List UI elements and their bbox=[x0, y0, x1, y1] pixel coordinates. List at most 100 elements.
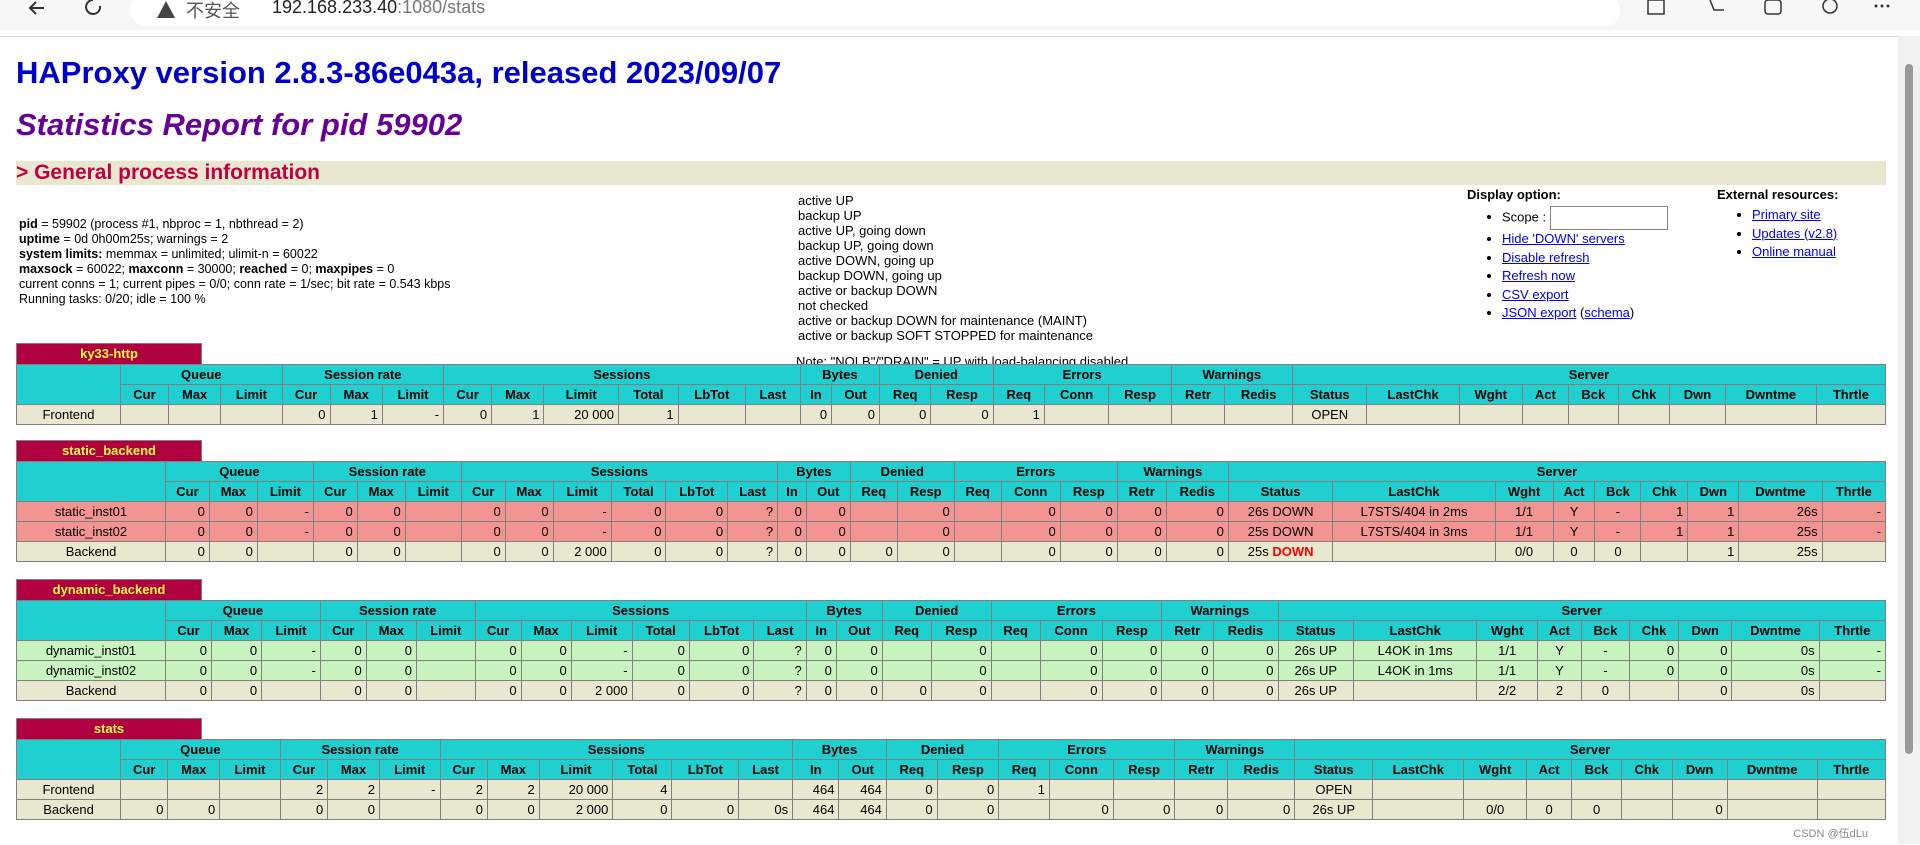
stats-cell: 0 bbox=[210, 660, 263, 681]
scroll-thumb[interactable] bbox=[1905, 64, 1913, 754]
column-header: Retr bbox=[1174, 759, 1229, 780]
stats-cell: 25s bbox=[1738, 541, 1823, 562]
column-header: Req bbox=[992, 384, 1045, 405]
bold-text: system limits: bbox=[19, 247, 103, 261]
column-header-row: Cur Max Limit Cur Max Limit Cur Max Limit Total Lb… bbox=[17, 759, 1887, 780]
address-bar[interactable]: 不安全 192.168.233.40:1080/stats bbox=[130, 0, 1620, 26]
subtitle: Statistics Report for pid 59902 bbox=[16, 107, 463, 142]
row-name: dynamic_inst02 bbox=[16, 660, 166, 681]
external-link[interactable]: Primary site bbox=[1752, 207, 1821, 222]
column-header: LastChk bbox=[1372, 759, 1465, 780]
column-header: Max bbox=[491, 384, 545, 405]
link[interactable]: JSON export bbox=[1502, 305, 1577, 320]
stats-cell: Y bbox=[1552, 501, 1596, 522]
stats-cell bbox=[404, 541, 462, 562]
column-header: Resp bbox=[936, 759, 1000, 780]
column-header: Max bbox=[167, 759, 221, 780]
stats-cell bbox=[1816, 779, 1887, 800]
stats-cell: 0 bbox=[1628, 660, 1680, 681]
stats-cell: 4 bbox=[612, 779, 673, 800]
stats-cell: - bbox=[570, 640, 633, 661]
stats-cell: 26s DOWN bbox=[1227, 501, 1334, 522]
group-header: Bytes bbox=[777, 461, 851, 482]
group-header: Denied bbox=[879, 364, 994, 385]
link[interactable]: Hide 'DOWN' servers bbox=[1502, 231, 1625, 246]
column-header: Resp bbox=[1101, 620, 1163, 641]
column-header: Bck bbox=[1567, 384, 1619, 405]
stats-cell: 0 bbox=[1161, 660, 1214, 681]
stats-cell: 0 bbox=[1594, 541, 1642, 562]
link[interactable]: CSV export bbox=[1502, 286, 1569, 302]
display-link: Disable refresh bbox=[1502, 249, 1668, 268]
stats-cell: 0 bbox=[631, 680, 690, 701]
proxy-name: dynamic_backend bbox=[16, 579, 202, 600]
proxy-block: dynamic_backend Queue Session rate Sessions… bbox=[16, 579, 1887, 701]
stats-cell: 0 bbox=[805, 680, 837, 701]
stats-cell: 2 bbox=[439, 779, 488, 800]
stats-cell bbox=[1669, 404, 1726, 425]
scrollbar[interactable] bbox=[1898, 36, 1920, 844]
column-header: Max bbox=[365, 620, 417, 641]
process-info: pid = 59902 (process #1, nbproc = 1, nbt… bbox=[19, 217, 451, 307]
group-header: Sessions bbox=[439, 739, 794, 760]
link[interactable]: Disable refresh bbox=[1502, 249, 1590, 265]
stats-cell: OPEN bbox=[1294, 779, 1374, 800]
stats-cell: 1 bbox=[491, 404, 545, 425]
row-name: Frontend bbox=[16, 404, 121, 425]
header-corner bbox=[16, 364, 121, 405]
stats-cell: 0 bbox=[610, 521, 667, 542]
stats-cell bbox=[404, 501, 462, 522]
toolbar-icons[interactable] bbox=[1630, 0, 1910, 30]
stats-cell: 1 bbox=[1687, 501, 1740, 522]
stats-cell bbox=[1617, 404, 1671, 425]
stats-cell bbox=[953, 501, 1002, 522]
link[interactable]: schema bbox=[1584, 305, 1630, 320]
stats-cell: 0 bbox=[312, 521, 358, 542]
proxy-table: Queue Session rate Sessions Bytes Denied Erro… bbox=[16, 364, 1887, 425]
text: current conns = 1; current pipes = 0/0; … bbox=[19, 277, 451, 291]
header-corner bbox=[16, 600, 166, 641]
column-header: Max bbox=[356, 481, 406, 502]
column-header: Retr bbox=[1116, 481, 1167, 502]
text: = 30000; bbox=[183, 262, 240, 276]
stats-cell bbox=[738, 779, 794, 800]
group-header: Session rate bbox=[281, 364, 445, 385]
nav-icons[interactable] bbox=[0, 0, 120, 30]
scope-input[interactable] bbox=[1550, 206, 1669, 230]
text: = 60022; bbox=[72, 262, 129, 276]
stats-cell: 0 bbox=[486, 799, 540, 820]
column-header: LbTot bbox=[688, 620, 755, 641]
external-link[interactable]: Online manual bbox=[1752, 244, 1836, 259]
stats-cell: 1/1 bbox=[1494, 501, 1554, 522]
stats-cell: 0 bbox=[610, 501, 667, 522]
stats-cell: 26s bbox=[1738, 501, 1823, 522]
stats-cell bbox=[671, 779, 740, 800]
link[interactable]: Refresh now bbox=[1502, 268, 1575, 283]
stats-cell bbox=[167, 404, 222, 425]
stats-cell bbox=[1174, 779, 1229, 800]
stats-cell bbox=[1620, 799, 1673, 820]
column-header: Cur bbox=[460, 481, 506, 502]
stats-cell: 464 bbox=[792, 779, 840, 800]
column-header: Limit bbox=[570, 620, 633, 641]
stats-cell: L7STS/404 in 2ms bbox=[1332, 501, 1496, 522]
bold-text: pid bbox=[19, 217, 38, 231]
column-header: Last bbox=[753, 620, 807, 641]
stats-cell: 0 bbox=[930, 680, 992, 701]
bold-text: reached bbox=[239, 262, 288, 276]
stats-cell: 0 bbox=[474, 680, 522, 701]
stats-cell: 464 bbox=[792, 799, 840, 820]
group-header: Warnings bbox=[1161, 600, 1279, 621]
column-header: Dwn bbox=[1687, 481, 1740, 502]
stats-cell bbox=[849, 521, 898, 542]
stats-cell: 0s bbox=[1731, 640, 1820, 661]
stats-cell: - bbox=[1818, 660, 1887, 681]
stats-cell: 0 bbox=[1116, 541, 1167, 562]
stats-cell: - bbox=[1821, 501, 1887, 522]
stats-cell: 26s UP bbox=[1277, 660, 1355, 681]
stats-cell bbox=[1567, 404, 1619, 425]
external-link[interactable]: Updates (v2.8) bbox=[1752, 225, 1838, 241]
stats-cell: 0 bbox=[356, 521, 406, 542]
stats-cell: 0 bbox=[1212, 640, 1279, 661]
column-header: Max bbox=[329, 384, 383, 405]
